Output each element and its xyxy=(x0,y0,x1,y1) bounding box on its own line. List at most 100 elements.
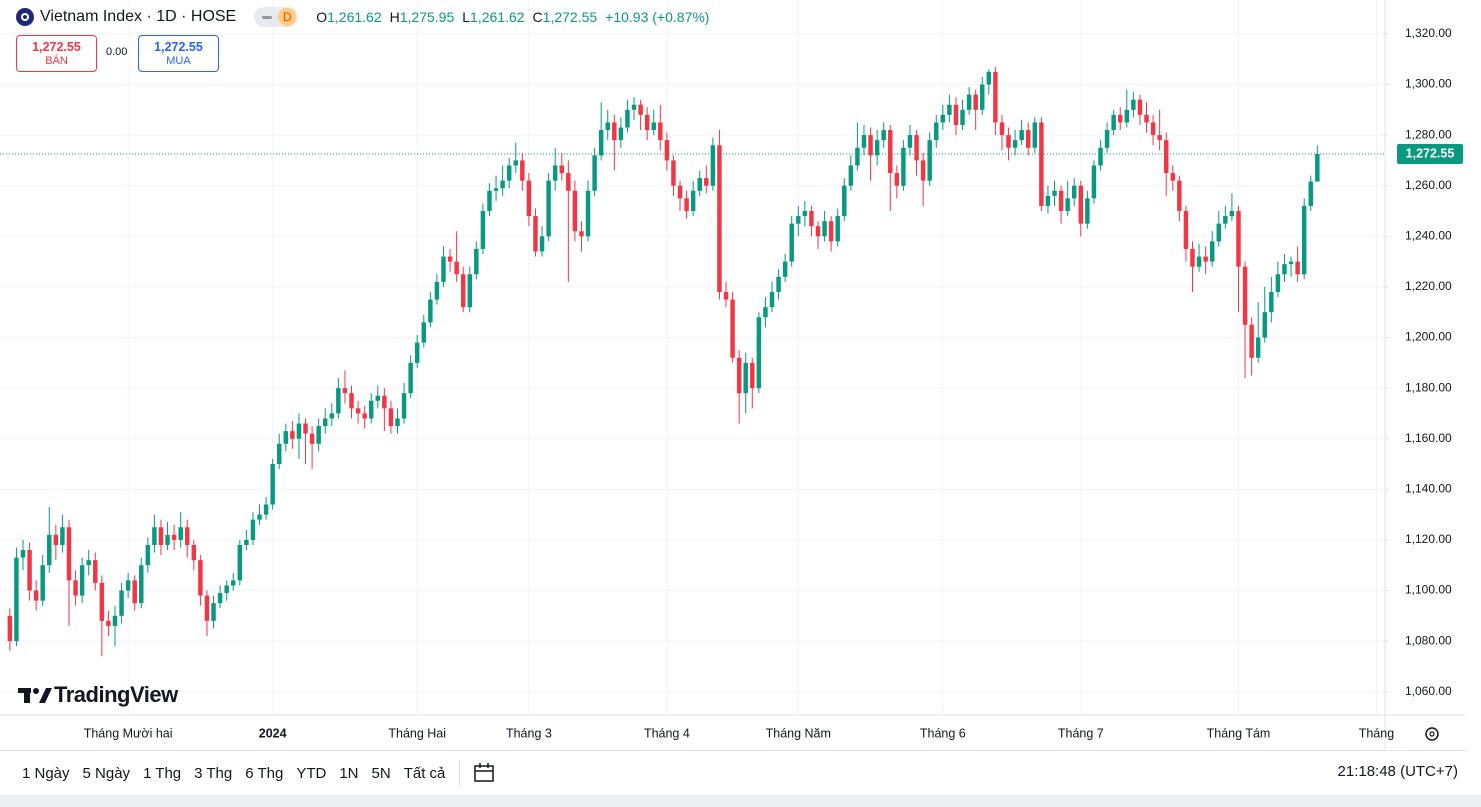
candle-body xyxy=(513,160,518,166)
candle-body xyxy=(277,443,282,465)
range-button[interactable]: 5N xyxy=(371,764,391,782)
candle-body xyxy=(296,423,302,439)
candle-body xyxy=(947,104,952,115)
candle-body xyxy=(60,527,65,545)
candle-body xyxy=(1157,135,1162,141)
candle-body xyxy=(1255,337,1261,358)
candle-body xyxy=(520,160,525,181)
candle-body xyxy=(1012,140,1018,148)
candle-body xyxy=(960,109,965,125)
candle-body xyxy=(408,362,413,394)
candle-body xyxy=(500,180,505,189)
y-tick-label: 1,320.00 xyxy=(1405,26,1452,40)
tradingview-logo[interactable]: TradingView xyxy=(18,682,178,708)
y-tick-label: 1,280.00 xyxy=(1405,127,1452,141)
candle-body xyxy=(605,122,610,131)
candle-body xyxy=(454,261,459,275)
candle-body xyxy=(231,580,236,586)
candle-body xyxy=(250,519,256,540)
candle-body xyxy=(612,122,617,141)
range-button[interactable]: 6 Thg xyxy=(245,764,284,782)
candle-body xyxy=(1032,122,1038,148)
range-button[interactable]: 1 Thg xyxy=(143,764,182,782)
candle-body xyxy=(552,165,558,181)
candle-body xyxy=(1098,147,1103,166)
candle-body xyxy=(119,590,124,616)
range-button[interactable]: 1 Ngày xyxy=(22,764,70,782)
candle-body xyxy=(1295,261,1300,275)
x-tick-label: Tháng 4 xyxy=(644,726,690,740)
candle-body xyxy=(447,256,453,262)
candle-body xyxy=(1262,312,1267,338)
candle-body xyxy=(743,362,748,394)
range-button[interactable]: 1N xyxy=(339,764,359,782)
buy-button[interactable]: 1,272.55 MUA xyxy=(138,35,219,72)
ohlc-key: H xyxy=(389,9,400,25)
candle-body xyxy=(822,221,827,237)
candle-body xyxy=(283,431,289,444)
y-tick-label: 1,100.00 xyxy=(1405,583,1452,597)
candle-body xyxy=(257,514,262,520)
candle-body xyxy=(736,357,742,394)
range-button[interactable]: 3 Thg xyxy=(194,764,233,782)
candle-body xyxy=(1065,198,1070,212)
candle-body xyxy=(414,342,420,363)
clock[interactable]: 21:18:48 (UTC+7) xyxy=(1337,763,1458,780)
range-button[interactable]: Tất cả xyxy=(403,764,446,782)
candle-body xyxy=(401,393,407,419)
candle-body xyxy=(671,160,676,186)
candle-body xyxy=(1170,173,1176,181)
candle-body xyxy=(796,216,801,224)
range-button[interactable]: YTD xyxy=(296,764,327,782)
buy-label: MUA xyxy=(166,54,191,67)
x-tick-label: Tháng xyxy=(1359,726,1394,740)
candle-body xyxy=(237,544,243,581)
candle-body xyxy=(874,140,880,156)
sell-button[interactable]: 1,272.55 BÁN xyxy=(16,35,97,72)
ohlc-value: 1,272.55 xyxy=(542,9,598,25)
candle-body xyxy=(86,560,91,566)
candle-body xyxy=(1177,180,1182,212)
candle-body xyxy=(428,299,433,323)
date-range-icon[interactable] xyxy=(472,761,498,785)
candle-body xyxy=(73,580,78,596)
candle-body xyxy=(809,211,814,227)
y-tick-label: 1,160.00 xyxy=(1405,431,1452,445)
candle-body xyxy=(1209,241,1215,262)
range-button[interactable]: 5 Ngày xyxy=(82,764,131,782)
settings-icon[interactable] xyxy=(1425,727,1439,741)
symbol-title[interactable]: Vietnam Index · 1D · HOSE xyxy=(40,8,237,25)
candle-body xyxy=(474,248,479,275)
candle-body xyxy=(1071,185,1077,199)
candle-body xyxy=(171,534,177,540)
candle-body xyxy=(1229,211,1235,217)
candle-body xyxy=(1236,211,1241,267)
y-tick-label: 1,080.00 xyxy=(1405,633,1452,647)
interval-pill[interactable]: D xyxy=(254,7,299,27)
candle-body xyxy=(914,135,919,161)
candle-body xyxy=(1288,261,1294,265)
candle-body xyxy=(1058,190,1064,212)
candle-body xyxy=(1052,190,1057,196)
candle-body xyxy=(204,595,210,621)
logo-mark xyxy=(18,688,52,703)
candle-body xyxy=(421,322,427,343)
candle-body xyxy=(651,122,656,131)
candle-body xyxy=(690,190,696,212)
x-tick-label: Tháng Hai xyxy=(388,726,446,740)
candle-body xyxy=(756,317,762,389)
candle-body xyxy=(47,534,52,566)
ohlc-change: +10.93 (+0.87%) xyxy=(605,9,710,25)
interval-badge: D xyxy=(278,8,297,26)
symbol-icon xyxy=(16,8,34,26)
candle-body xyxy=(664,140,670,161)
candle-body xyxy=(993,71,998,123)
x-tick-label: 2024 xyxy=(259,726,287,740)
candle-body xyxy=(382,395,387,409)
x-tick-label: Tháng Tám xyxy=(1207,726,1271,740)
candle-body xyxy=(868,135,873,156)
x-tick-label: Tháng Năm xyxy=(766,726,831,740)
candle-body xyxy=(244,539,249,545)
candle-body xyxy=(1006,135,1011,148)
